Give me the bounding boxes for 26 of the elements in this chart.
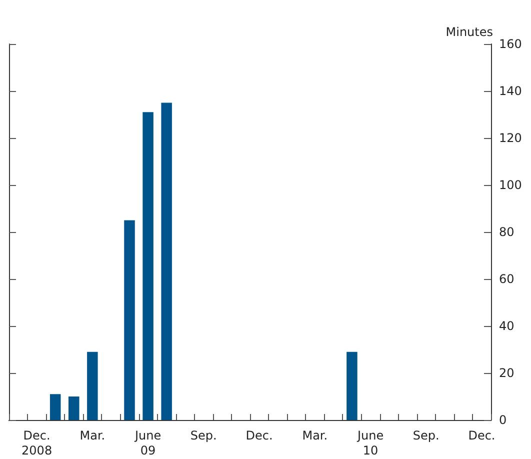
y-tick-label: 100 bbox=[499, 178, 522, 192]
y-axis-title: Minutes bbox=[446, 25, 493, 39]
bar bbox=[161, 102, 172, 420]
x-tick-label: June 09 bbox=[134, 428, 162, 458]
x-tick-label: Dec. bbox=[468, 428, 496, 442]
bar bbox=[68, 396, 80, 420]
x-tick-label: Mar. bbox=[302, 428, 328, 442]
y-tick-label: 20 bbox=[499, 366, 514, 380]
y-tick-label: 140 bbox=[499, 84, 522, 98]
y-tick-label: 160 bbox=[499, 37, 522, 51]
x-tick-label: Mar. bbox=[80, 428, 106, 442]
bar bbox=[124, 220, 135, 420]
x-tick-label: Dec. bbox=[246, 428, 273, 442]
y-tick-label: 0 bbox=[499, 413, 507, 427]
bar bbox=[142, 112, 154, 420]
bar bbox=[50, 394, 61, 420]
x-tick-label: Dec. 2008 bbox=[22, 428, 52, 458]
y-tick-label: 40 bbox=[499, 319, 514, 333]
y-tick-label: 120 bbox=[499, 131, 522, 145]
x-tick-label: Sep. bbox=[190, 428, 217, 442]
y-tick-label: 60 bbox=[499, 272, 514, 286]
x-tick-label: Sep. bbox=[412, 428, 440, 442]
y-tick-label: 80 bbox=[499, 225, 514, 239]
x-tick-label: June 10 bbox=[356, 428, 384, 458]
bar bbox=[346, 352, 358, 420]
bar bbox=[87, 352, 98, 420]
